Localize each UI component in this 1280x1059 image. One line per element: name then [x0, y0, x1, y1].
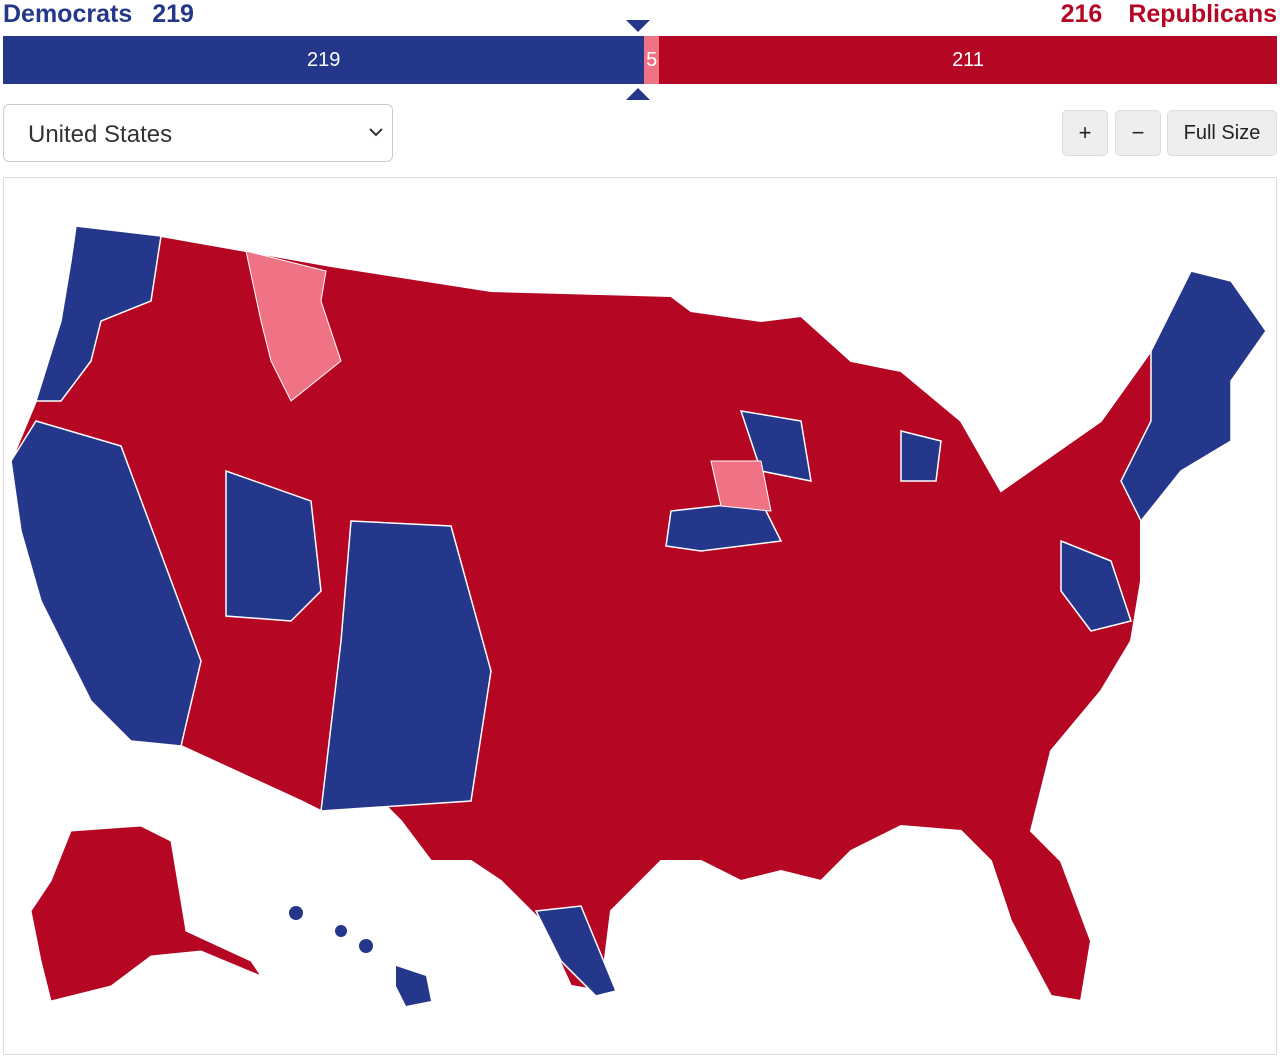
blue-districts — [10, 225, 1267, 997]
iowa-tossup — [710, 460, 772, 512]
seat-segment: 219 — [3, 36, 645, 84]
chevron — [369, 128, 383, 137]
zoom-in-button[interactable]: + — [1062, 110, 1108, 156]
seat-segment: 211 — [659, 36, 1277, 84]
dem-total: 219 — [152, 0, 194, 28]
alaska — [30, 825, 263, 1002]
region-select[interactable]: United States — [3, 104, 393, 162]
dem-label: Democrats — [3, 0, 133, 28]
zoom-out-button[interactable]: − — [1115, 110, 1161, 156]
rep-label: Republicans — [1128, 0, 1277, 28]
rep-total: 216 — [1060, 0, 1103, 28]
district-map — [9, 224, 1268, 1006]
seat-segment: 5 — [644, 36, 660, 84]
dem-summary: Democrats 219 — [3, 0, 194, 29]
seat-bar: 219 5 211 — [3, 36, 1277, 84]
select-text: United States — [28, 121, 173, 148]
rep-summary: 216 Republicans — [1061, 0, 1277, 29]
majority-marker — [626, 20, 650, 100]
map-panel — [3, 177, 1277, 1055]
full-size-button[interactable]: Full Size — [1167, 110, 1277, 156]
hawaii — [289, 906, 431, 1006]
header: Democrats 219 216 Republicans — [3, 0, 1277, 32]
montana-tossup — [245, 250, 342, 402]
